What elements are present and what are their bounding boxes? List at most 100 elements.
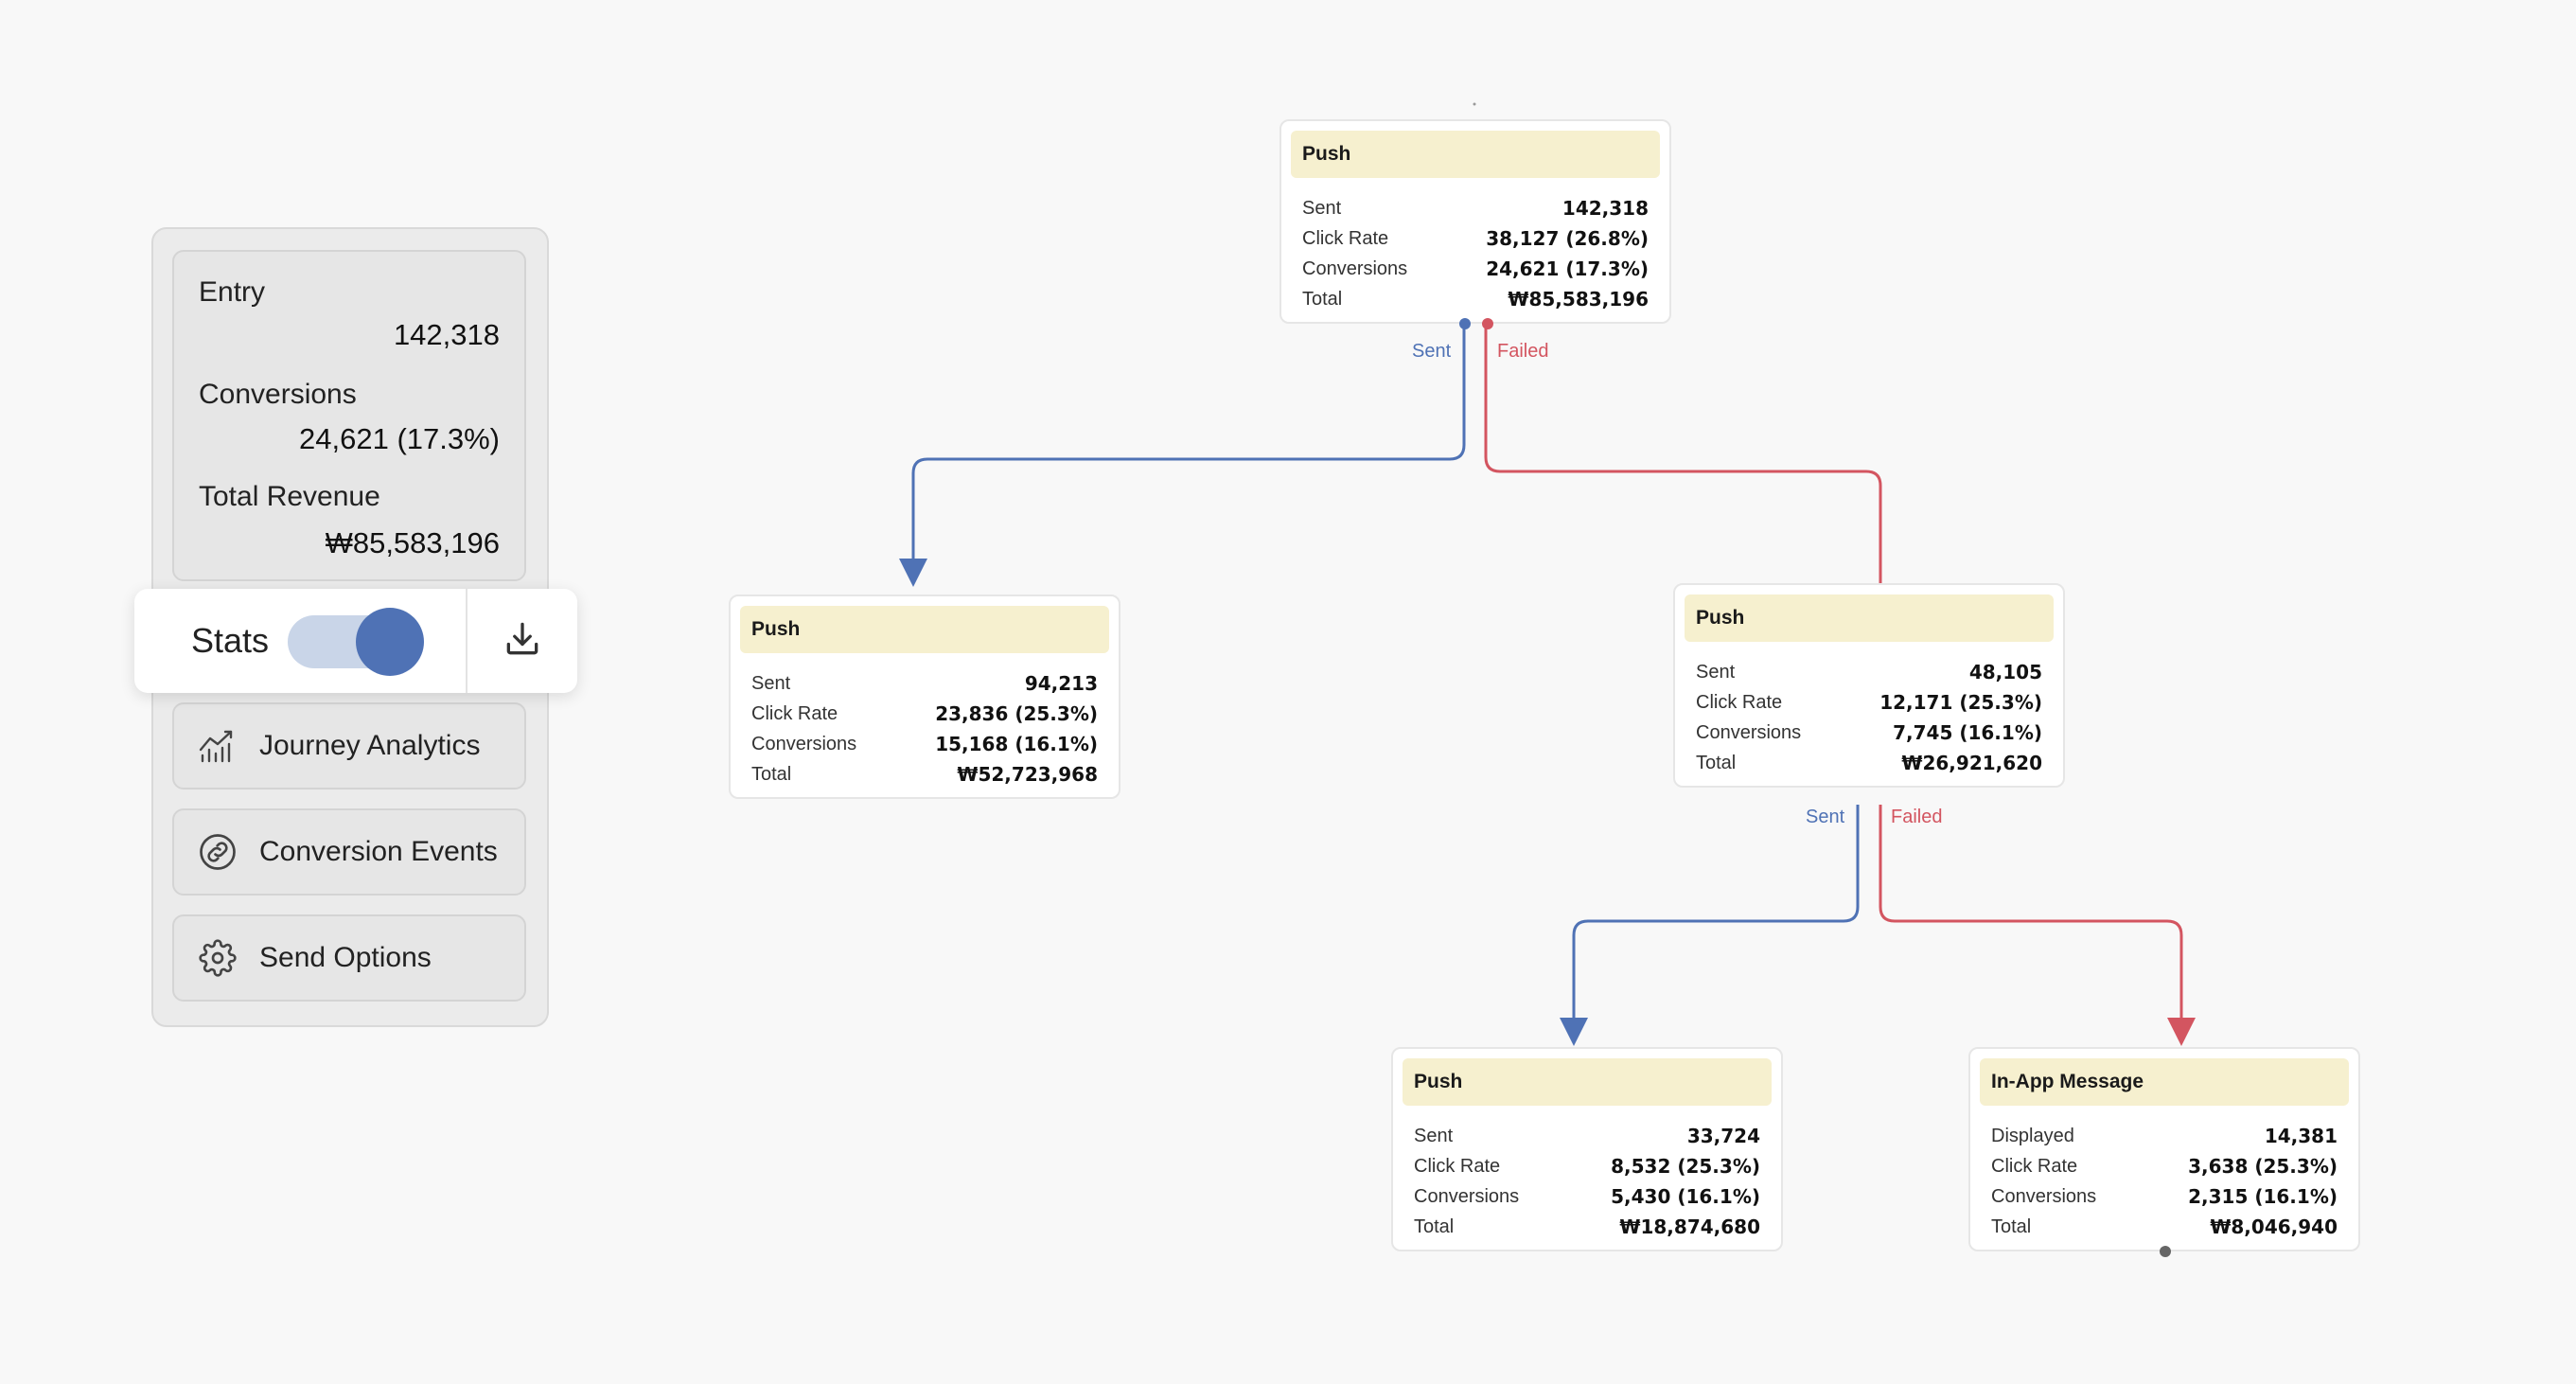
stat-label: Conversions [1991, 1185, 2097, 1207]
stat-label: Conversions [1302, 257, 1408, 279]
stat-row: Conversions 5,430 (16.1%) [1414, 1181, 1760, 1212]
stat-label: Sent [1302, 197, 1342, 219]
stat-value: 5,430 (16.1%) [1611, 1185, 1760, 1208]
total-revenue-label: Total Revenue [199, 481, 380, 512]
stat-label: Conversions [751, 733, 857, 754]
conversions-value: 24,621 (17.3%) [299, 422, 500, 455]
stat-value: 14,381 [2264, 1125, 2338, 1147]
stat-row: Conversions 7,745 (16.1%) [1696, 718, 2042, 748]
stat-value: ₩18,874,680 [1619, 1215, 1760, 1238]
journey-analytics-label: Journey Analytics [259, 730, 481, 761]
node-stats: Sent 33,724 Click Rate 8,532 (25.3%) Conve… [1414, 1121, 1760, 1242]
node-title: In-App Message [1980, 1058, 2349, 1106]
stat-label: Sent [1414, 1125, 1454, 1146]
push-node-failed-branch[interactable]: Push Sent 48,105 Click Rate 12,171 (25.3%)… [1673, 583, 2065, 788]
stat-label: Total [751, 763, 792, 785]
conversion-events-button[interactable]: Conversion Events [172, 808, 526, 896]
analytics-chart-icon [197, 725, 238, 767]
conversion-events-label: Conversion Events [259, 836, 498, 867]
stat-value: 94,213 [1024, 672, 1098, 695]
stat-row: Sent 94,213 [751, 668, 1098, 699]
total-revenue-value: ₩85,583,196 [325, 526, 500, 559]
push-node-sent-branch[interactable]: Push Sent 94,213 Click Rate 23,836 (25.3%)… [729, 594, 1120, 799]
stat-value: 8,532 (25.3%) [1611, 1155, 1760, 1178]
stat-row: Total ₩8,046,940 [1991, 1212, 2338, 1242]
stat-value: 2,315 (16.1%) [2188, 1185, 2338, 1208]
sent-edge-label: Sent [1412, 341, 1452, 362]
send-options-label: Send Options [259, 942, 432, 973]
stat-label: Total [1414, 1215, 1455, 1237]
stat-row: Total ₩85,583,196 [1302, 284, 1649, 314]
stat-value: 15,168 (16.1%) [935, 733, 1098, 755]
stat-value: 3,638 (25.3%) [2188, 1155, 2338, 1178]
sent-connector [1560, 805, 1860, 1046]
stat-value: 24,621 (17.3%) [1486, 257, 1649, 280]
stat-row: Total ₩26,921,620 [1696, 748, 2042, 778]
stat-row: Sent 142,318 [1302, 193, 1649, 223]
stat-value: ₩52,723,968 [957, 763, 1098, 786]
stat-row: Click Rate 8,532 (25.3%) [1414, 1151, 1760, 1181]
stat-row: Click Rate 38,127 (26.8%) [1302, 223, 1649, 254]
node-stats: Sent 142,318 Click Rate 38,127 (26.8%) Con… [1302, 193, 1649, 314]
failed-output-port[interactable] [1482, 318, 1493, 329]
stat-label: Total [1302, 288, 1343, 310]
stat-row: Conversions 24,621 (17.3%) [1302, 254, 1649, 284]
stats-label: Stats [191, 621, 270, 660]
stat-label: Sent [751, 672, 791, 694]
output-port[interactable] [2160, 1246, 2171, 1257]
stat-row: Sent 48,105 [1696, 657, 2042, 687]
canvas-dot [1473, 102, 1476, 106]
gear-icon [197, 937, 238, 979]
node-title: Push [1403, 1058, 1772, 1106]
stat-label: Click Rate [1302, 227, 1389, 249]
failed-connector [1484, 324, 1882, 583]
stat-label: Click Rate [1696, 691, 1783, 713]
failed-edge-label: Failed [1497, 341, 1549, 362]
stat-value: 33,724 [1686, 1125, 1760, 1147]
link-icon [197, 831, 238, 873]
stat-value: 48,105 [1968, 661, 2042, 683]
stat-value: 12,171 (25.3%) [1879, 691, 2042, 714]
failed-connector [1879, 805, 2196, 1046]
summary-card: Entry 142,318 Conversions 24,621 (17.3%)… [172, 250, 526, 581]
stat-value: 7,745 (16.1%) [1893, 721, 2042, 744]
stat-row: Conversions 2,315 (16.1%) [1991, 1181, 2338, 1212]
stat-label: Click Rate [751, 702, 838, 724]
in-app-message-node[interactable]: In-App Message Displayed 14,381 Click Rat… [1968, 1047, 2360, 1257]
sent-edge-label: Sent [1806, 807, 1845, 827]
stat-value: 23,836 (25.3%) [935, 702, 1098, 725]
stat-value: 142,318 [1561, 197, 1649, 220]
stats-toolbar: Stats [134, 589, 577, 693]
node-title: Push [1685, 594, 2054, 642]
stats-toggle-switch[interactable] [288, 608, 424, 676]
stat-value: ₩26,921,620 [1901, 752, 2042, 774]
stat-value: ₩8,046,940 [2210, 1215, 2338, 1238]
entry-value: 142,318 [393, 318, 500, 351]
stat-row: Sent 33,724 [1414, 1121, 1760, 1151]
download-button[interactable] [468, 589, 577, 693]
node-stats: Sent 94,213 Click Rate 23,836 (25.3%) Conv… [751, 668, 1098, 790]
journey-analytics-button[interactable]: Journey Analytics [172, 702, 526, 790]
stat-label: Conversions [1696, 721, 1802, 743]
failed-edge-label: Failed [1891, 807, 1943, 827]
stat-label: Total [1696, 752, 1737, 773]
stat-row: Click Rate 3,638 (25.3%) [1991, 1151, 2338, 1181]
sent-connector [899, 324, 1466, 587]
sent-output-port[interactable] [1459, 318, 1471, 329]
push-node-final[interactable]: Push Sent 33,724 Click Rate 8,532 (25.3%) … [1391, 1047, 1783, 1251]
stat-label: Click Rate [1991, 1155, 2078, 1177]
stat-row: Displayed 14,381 [1991, 1121, 2338, 1151]
download-icon [502, 618, 543, 665]
node-stats: Sent 48,105 Click Rate 12,171 (25.3%) Conv… [1696, 657, 2042, 778]
stat-label: Total [1991, 1215, 2032, 1237]
conversions-label: Conversions [199, 379, 357, 410]
push-node-root[interactable]: Push Sent 142,318 Click Rate 38,127 (26.8%… [1279, 119, 1671, 329]
stat-label: Sent [1696, 661, 1736, 683]
stats-toggle-knob[interactable] [356, 608, 424, 676]
stat-label: Click Rate [1414, 1155, 1501, 1177]
node-title: Push [740, 606, 1109, 653]
send-options-button[interactable]: Send Options [172, 914, 526, 1002]
stat-row: Total ₩18,874,680 [1414, 1212, 1760, 1242]
stat-value: ₩85,583,196 [1508, 288, 1649, 311]
